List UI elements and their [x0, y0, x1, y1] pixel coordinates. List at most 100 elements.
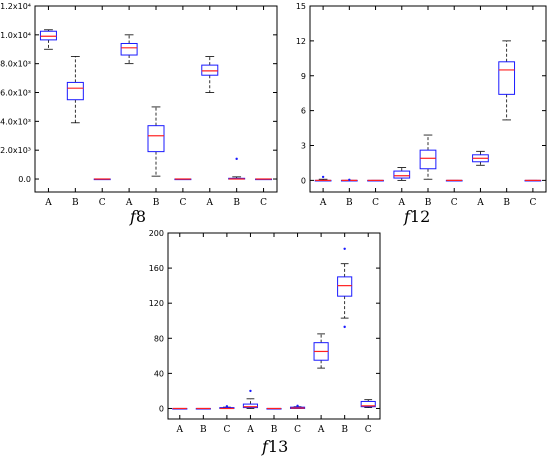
box-b-8 [228, 157, 246, 180]
x-category-label: B [271, 425, 278, 435]
outlier-point [225, 405, 229, 408]
box-c-6 [174, 178, 192, 181]
x-category-label: C [179, 198, 186, 208]
y-tick-label: 80 [154, 334, 164, 343]
chart-f12-title: f12 [403, 207, 430, 226]
y-tick-label: 3 [301, 142, 306, 151]
chart-f13: 0 40 80 120 160 200 A B C A B C A B C [149, 229, 381, 435]
x-category-label: A [176, 425, 184, 435]
x-category-label: C [529, 198, 536, 208]
box-c-9 [360, 399, 376, 408]
box-b-2 [66, 56, 84, 124]
x-category-label: A [319, 198, 327, 208]
iqr-box [120, 42, 138, 56]
outlier-point [343, 247, 346, 250]
box-c-6 [445, 179, 463, 182]
y-tick-label: 6 [301, 107, 306, 116]
y-tick-label: 1.0x10⁴ [0, 31, 31, 40]
box-a-1 [39, 29, 57, 50]
box-b-2 [195, 407, 211, 410]
outlier-point [348, 178, 351, 181]
x-category-label: A [398, 198, 406, 208]
y-tick-label: 12 [296, 37, 306, 46]
x-category-label: B [346, 198, 353, 208]
iqr-box [498, 61, 516, 95]
chart-f8-title: f8 [129, 207, 146, 226]
box-c-9 [255, 178, 273, 181]
y-tick-label: 2.0x10³ [0, 146, 31, 155]
box-a-4 [242, 389, 259, 409]
x-category-label: A [317, 425, 325, 435]
box-a-4 [120, 34, 138, 65]
y-tick-label: 15 [296, 2, 306, 11]
box-a-7 [201, 56, 219, 93]
iqr-box [147, 125, 165, 153]
x-category-label: C [372, 198, 379, 208]
x-category-label: A [206, 198, 214, 208]
chart-f12: 0 3 6 9 12 15 A B C A B C A B C [296, 2, 547, 208]
box-b-2 [340, 178, 358, 182]
outlier-point [343, 325, 346, 329]
iqr-box [201, 64, 219, 76]
iqr-box [39, 30, 57, 41]
y-tick-label: 160 [149, 264, 164, 273]
box-a-7 [472, 150, 489, 166]
box-c-9 [524, 179, 542, 182]
y-tick-label: 0 [159, 404, 164, 413]
iqr-box [66, 81, 84, 101]
x-category-label: C [260, 198, 267, 208]
y-tick-label: 120 [149, 299, 164, 308]
iqr-box [419, 149, 437, 170]
y-tick-label: 0 [301, 176, 306, 185]
x-category-label: B [153, 198, 160, 208]
plot-frame [309, 5, 547, 193]
box-c-3 [367, 179, 384, 182]
box-c-6 [289, 404, 306, 409]
outlier-point [321, 175, 325, 179]
y-tick-label: 9 [301, 72, 306, 81]
box-b-5 [419, 134, 437, 180]
iqr-box [393, 170, 411, 179]
box-a-7 [313, 333, 329, 369]
outlier-point [235, 157, 238, 161]
x-category-label: B [72, 198, 79, 208]
y-tick-label: 200 [149, 229, 164, 238]
iqr-box [360, 400, 376, 408]
x-category-label: A [476, 198, 484, 208]
x-category-label: B [425, 198, 432, 208]
chart-f13-title: f13 [261, 437, 288, 456]
y-tick-label: 4.0x10³ [0, 117, 31, 126]
x-category-label: B [200, 425, 207, 435]
y-tick-label: 40 [154, 369, 164, 378]
box-a-1 [314, 175, 332, 182]
outlier-point [296, 404, 299, 408]
x-category-label: C [294, 425, 301, 435]
y-tick-label: 1.2x10⁴ [0, 2, 31, 11]
iqr-box [242, 403, 259, 409]
box-b-5 [147, 106, 165, 177]
outlier-point [249, 389, 252, 393]
box-b-8 [498, 40, 516, 121]
x-category-label: A [44, 198, 52, 208]
box-b-5 [266, 407, 282, 410]
x-category-label: A [246, 425, 254, 435]
box-b-8 [337, 247, 353, 329]
x-category-label: C [451, 198, 458, 208]
x-category-label: C [365, 425, 372, 435]
iqr-box [337, 276, 353, 297]
box-a-4 [393, 167, 411, 181]
x-category-label: C [99, 198, 106, 208]
y-tick-label: 0.0 [18, 175, 31, 184]
x-category-label: B [341, 425, 348, 435]
x-category-label: B [233, 198, 240, 208]
x-category-label: A [125, 198, 133, 208]
plot-frame [167, 232, 381, 420]
x-category-label: C [223, 425, 230, 435]
y-tick-label: 8.0x10³ [0, 60, 31, 69]
box-c-3 [219, 405, 235, 410]
box-c-3 [93, 178, 111, 181]
y-tick-label: 6.0x10³ [0, 89, 31, 98]
box-a-1 [172, 407, 188, 410]
x-category-label: B [503, 198, 510, 208]
